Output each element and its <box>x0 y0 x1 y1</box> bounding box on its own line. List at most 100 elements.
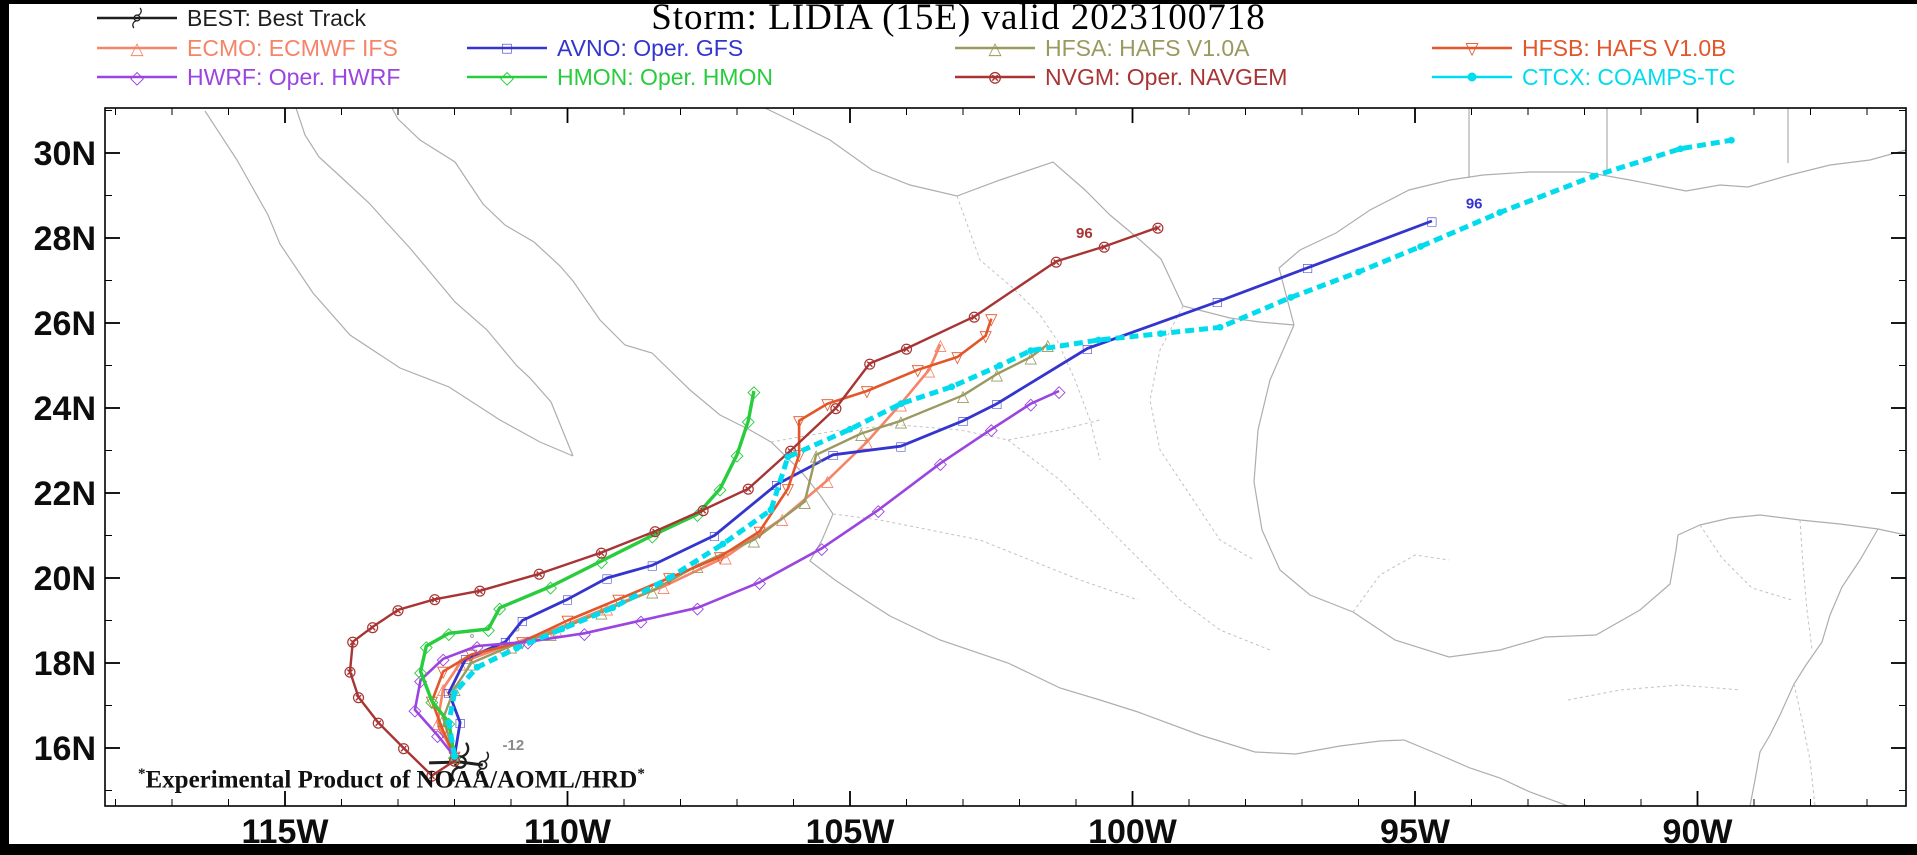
marker-diamond: ◇ <box>471 637 485 656</box>
marker-square: □ <box>456 715 465 732</box>
marker-diamond: ◇ <box>437 650 451 669</box>
marker-circled-x: ⊗ <box>1151 218 1165 237</box>
marker-triangle-down: ▽ <box>985 311 998 328</box>
marker-dot <box>948 383 956 391</box>
legend-label-AVNO: AVNO: Oper. GFS <box>557 34 744 61</box>
marker-square: □ <box>958 413 967 430</box>
marker-diamond: ◇ <box>634 611 648 630</box>
time-label: 96 <box>1466 195 1483 212</box>
marker-dot <box>473 663 481 671</box>
marker-square: □ <box>710 528 719 545</box>
track-HWRF: ◇◇◇◇◇◇◇◇◇◇◇◇◇◇◇◇◇ <box>408 382 1066 767</box>
time-labels: -12 96 96 <box>503 195 1483 754</box>
marker-triangle-up: △ <box>810 447 823 464</box>
legend-item-HFSB: ▽ HFSB: HAFS V1.0B <box>1430 35 1727 61</box>
legend-sample-NVGM: ⊗ <box>955 67 1035 87</box>
marker-diamond: ◇ <box>753 573 767 592</box>
legend-sample-HFSA: △ <box>955 39 1035 58</box>
marker-triangle-down: ▽ <box>861 384 874 401</box>
marker-square: □ <box>1083 341 1092 358</box>
track-line-HFSA <box>442 343 1049 757</box>
legend-marker-triangle-up-icon: △ <box>130 39 144 58</box>
legend-sample-HWRF: ◇ <box>97 67 177 87</box>
legend: BEST: Best Track △ ECMO: ECMWF IFS □ AVNO: O… <box>0 0 1917 100</box>
marker-dot <box>719 540 727 548</box>
model-tracks: △△△△△△△△△△△△△△△□□□□□□□□□□□□□□□□□□□△△△△△△… <box>343 136 1735 786</box>
marker-circled-x: ⊗ <box>351 688 365 707</box>
time-label: -12 <box>503 737 525 754</box>
track-line-HFSB <box>430 318 993 758</box>
marker-diamond: ◇ <box>408 701 422 720</box>
marker-circled-x: ⊗ <box>397 739 411 758</box>
legend-item-NVGM: ⊗ NVGM: Oper. NAVGEM <box>953 64 1287 90</box>
legend-marker-triangle-down-icon: ▽ <box>1465 39 1479 58</box>
experimental-watermark: *Experimental Product of NOAA/AOML/HRD* <box>138 766 645 794</box>
marker-triangle-up: △ <box>437 681 450 698</box>
marker-diamond: ◇ <box>815 539 829 558</box>
marker-dot <box>1355 268 1362 276</box>
marker-dot <box>665 574 673 582</box>
marker-circled-x: ⊗ <box>391 601 405 620</box>
legend-marker-dot <box>1467 72 1477 82</box>
legend-label-HFSA: HFSA: HAFS V1.0A <box>1045 34 1250 61</box>
marker-dot <box>445 719 453 726</box>
y-tick-label: 24N <box>34 390 96 428</box>
marker-triangle-up: △ <box>855 426 868 443</box>
legend-label-HFSB: HFSB: HAFS V1.0B <box>1522 34 1727 61</box>
watermark-text: Experimental Product of NOAA/AOML/HRD <box>145 766 638 794</box>
marker-dot <box>1027 347 1035 355</box>
map-state-borders <box>770 195 1816 806</box>
y-tick-label: 18N <box>34 645 96 683</box>
marker-circled-x: ⊗ <box>1097 237 1111 256</box>
legend-label-ECMO: ECMO: ECMWF IFS <box>187 34 398 61</box>
legend-sample-ECMO: △ <box>97 39 177 58</box>
marker-square: □ <box>603 570 612 587</box>
marker-diamond: ◇ <box>985 420 999 439</box>
marker-dot <box>1728 136 1735 144</box>
marker-diamond: ◇ <box>578 624 592 643</box>
marker-triangle-up: △ <box>895 413 908 430</box>
legend-label-HWRF: HWRF: Oper. HWRF <box>187 63 401 90</box>
marker-dot <box>1496 209 1504 216</box>
marker-diamond: ◇ <box>747 382 761 401</box>
marker-circled-x: ⊗ <box>346 633 360 652</box>
marker-triangle-down: ▽ <box>437 664 450 681</box>
marker-dot <box>1157 330 1165 338</box>
watermark-asterisk: * <box>138 766 146 782</box>
legend-sample-HFSB: ▽ <box>1432 39 1512 58</box>
marker-dot <box>767 506 775 514</box>
track-line-NVGM <box>348 226 1159 777</box>
track-line-CTCX <box>446 137 1732 757</box>
marker-circled-x: ⊗ <box>365 618 379 637</box>
y-tick-label: 16N <box>34 730 96 768</box>
marker-circled-x: ⊗ <box>428 590 442 609</box>
y-tick-label: 26N <box>34 305 96 343</box>
legend-item-HFSA: △ HFSA: HAFS V1.0A <box>953 35 1250 61</box>
marker-triangle-up: △ <box>934 337 947 354</box>
marker-square: □ <box>1303 260 1312 277</box>
marker-circled-x: ⊗ <box>899 339 913 358</box>
marker-dot <box>1216 323 1224 331</box>
marker-triangle-down: ▽ <box>714 549 727 566</box>
marker-dot <box>451 689 458 697</box>
marker-triangle-up: △ <box>799 494 812 511</box>
top-border <box>0 0 1917 4</box>
marker-square: □ <box>992 396 1001 413</box>
marker-triangle-down: ▽ <box>821 396 834 413</box>
marker-circled-x: ⊗ <box>473 582 487 601</box>
track-line-HMON <box>418 390 756 757</box>
bottom-border <box>0 844 1917 855</box>
marker-square: □ <box>444 685 453 702</box>
marker-dot <box>996 362 1004 369</box>
track-BEST <box>429 742 490 782</box>
legend-item-ECMO: △ ECMO: ECMWF IFS <box>95 35 398 61</box>
marker-triangle-down: ▽ <box>951 350 964 367</box>
marker-circled-x: ⊗ <box>829 399 843 418</box>
marker-square: □ <box>563 592 572 609</box>
marker-triangle-up: △ <box>821 473 834 490</box>
marker-circled-x: ⊗ <box>863 354 877 373</box>
marker-circled-x: ⊗ <box>741 480 755 499</box>
axes: 115W 110W 105W 100W 95W 90W16N18N20N22N24N26N… <box>34 107 1907 851</box>
marker-dot <box>1287 294 1295 301</box>
